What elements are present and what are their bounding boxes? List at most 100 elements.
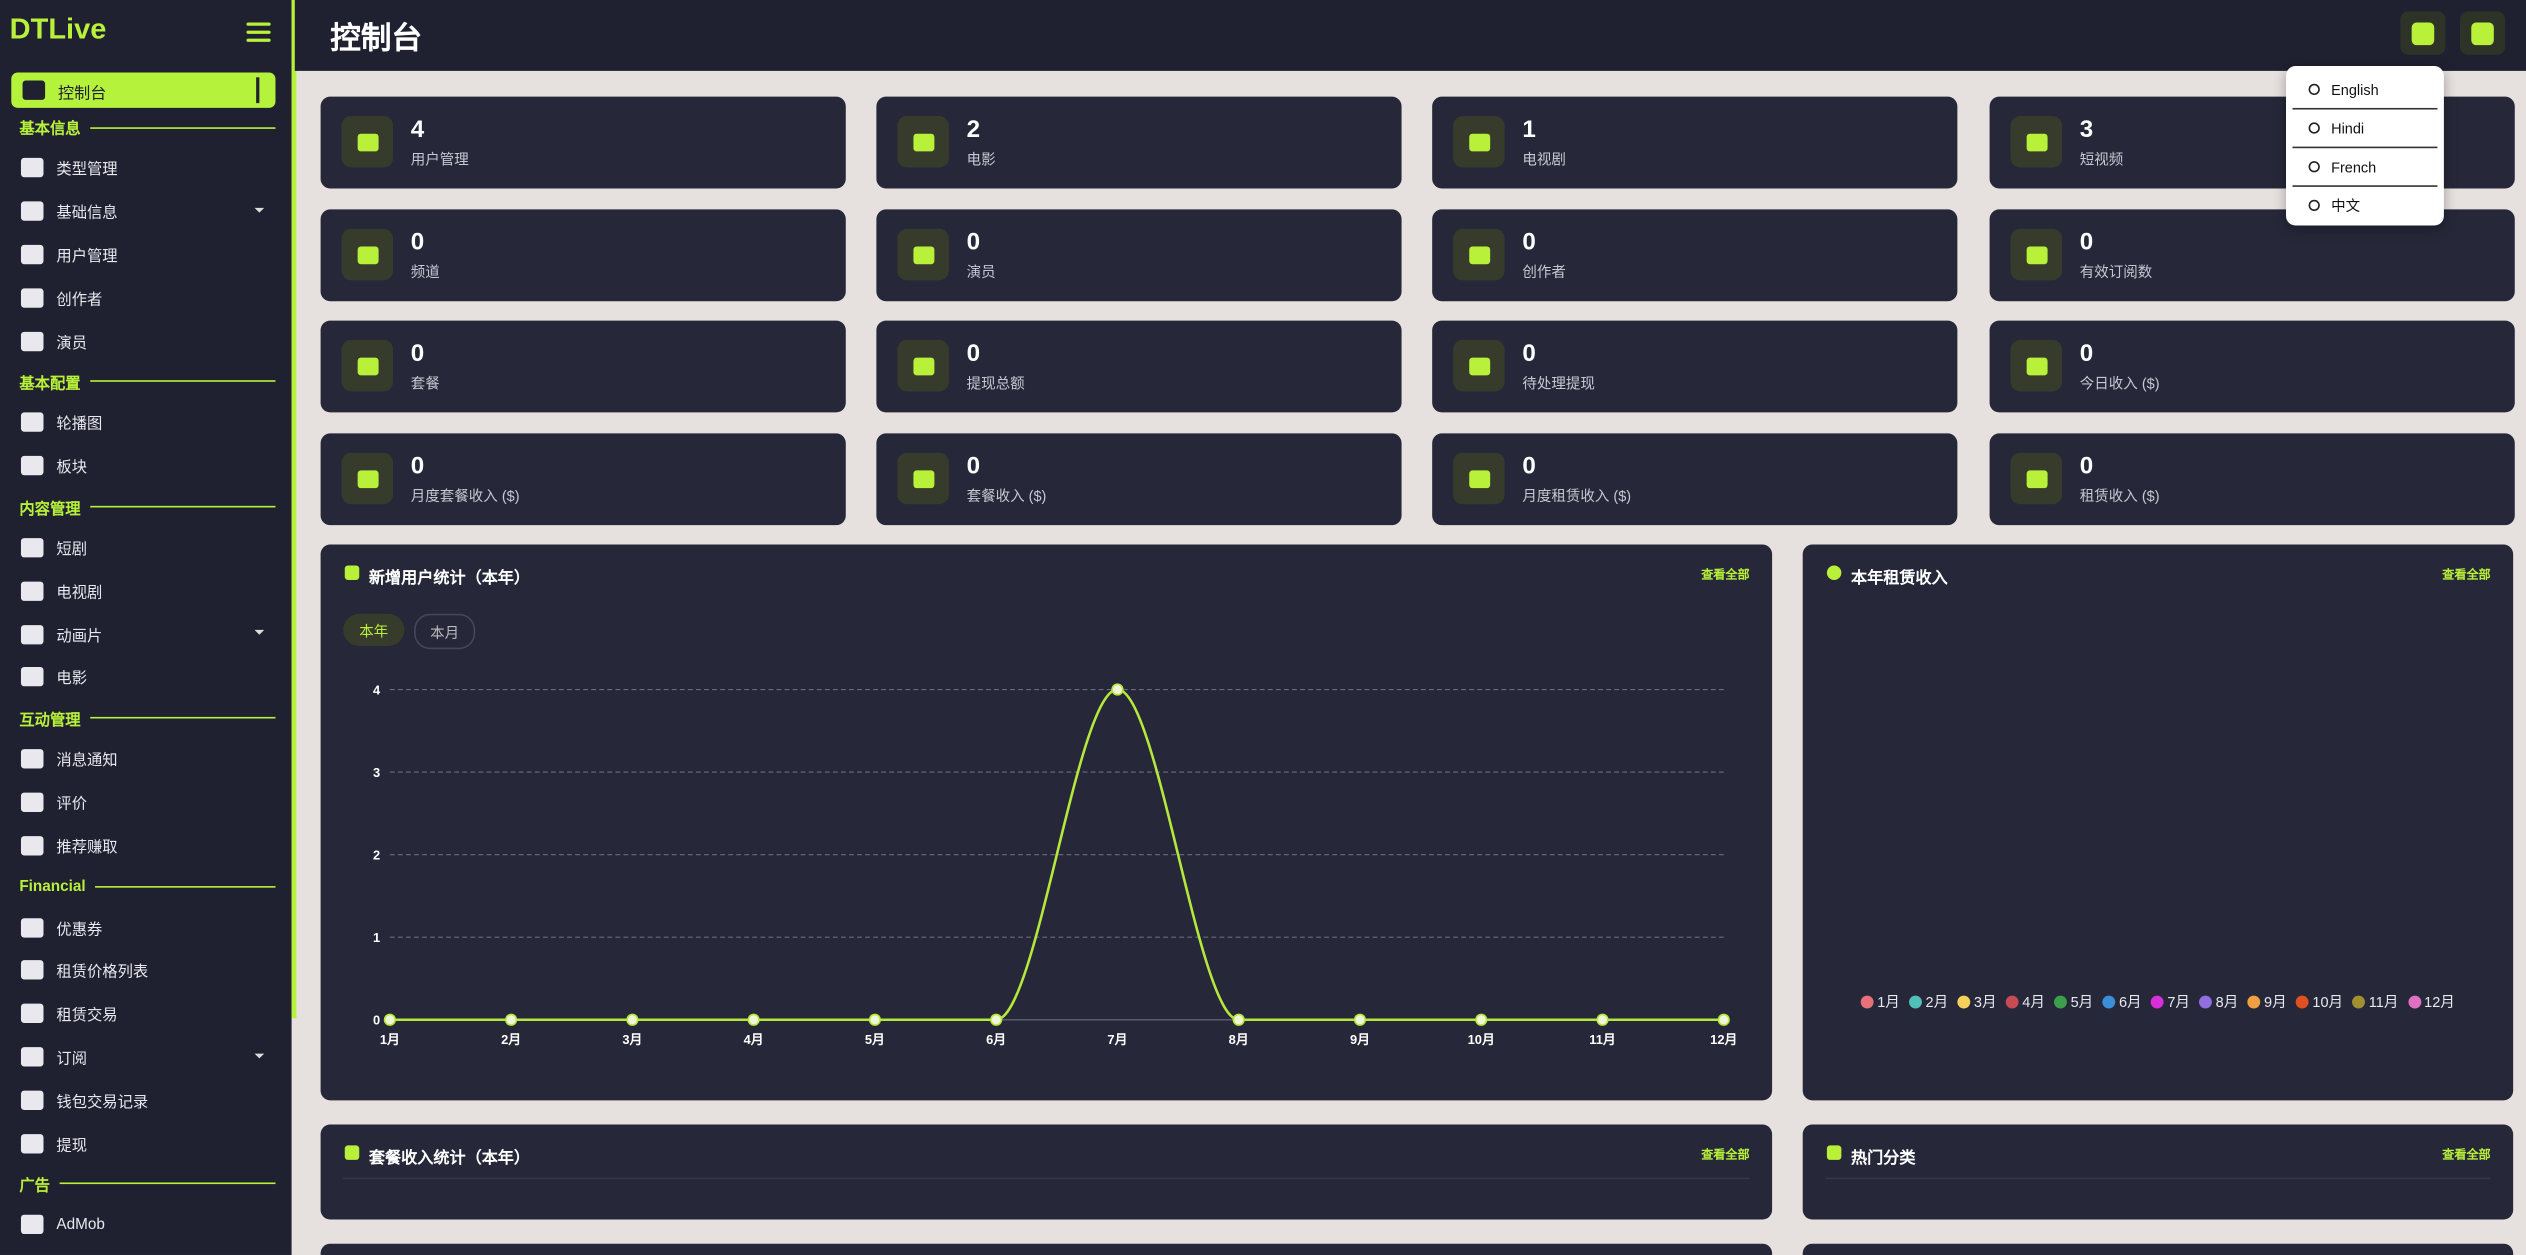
legend-label: 3月: [1973, 993, 1997, 1011]
menu-icon: [20, 201, 44, 222]
section-line: [90, 717, 276, 719]
card-value: 2: [966, 115, 981, 144]
stat-card[interactable]: 0 租赁收入 ($): [1989, 433, 2515, 526]
menu-label: 演员: [56, 334, 88, 353]
menu-item[interactable]: 评价: [0, 781, 292, 824]
menu-item[interactable]: 推荐赚取: [0, 824, 292, 867]
legend-item[interactable]: 10月: [2296, 991, 2343, 1012]
menu-section: 互动管理: [0, 699, 292, 738]
menu-item[interactable]: 电视剧: [0, 569, 292, 612]
menu-item[interactable]: 创作者: [0, 276, 292, 319]
legend-item[interactable]: 12月: [2408, 991, 2455, 1012]
stat-card[interactable]: 0 套餐收入 ($): [876, 433, 1402, 526]
stat-card[interactable]: 0 提现总额: [876, 320, 1402, 413]
data-point: [1232, 1013, 1245, 1026]
stat-card[interactable]: 1 电视剧: [1432, 96, 1958, 189]
card-icon: [2010, 228, 2063, 281]
menu-item[interactable]: 动画片: [0, 612, 292, 655]
menu-item[interactable]: 板块: [0, 444, 292, 487]
stat-card[interactable]: 0 频道: [320, 209, 846, 302]
menu-icon: [20, 749, 44, 769]
stat-card[interactable]: 0 月度租赁收入 ($): [1432, 433, 1958, 526]
menu-item[interactable]: 租赁价格列表: [0, 949, 292, 992]
legend-item[interactable]: 7月: [2151, 991, 2190, 1012]
stat-card[interactable]: 0 套餐: [320, 320, 846, 413]
legend-item[interactable]: 4月: [2006, 991, 2045, 1012]
view-all[interactable]: 查看全部: [2442, 1147, 2491, 1162]
legend-item[interactable]: 6月: [2102, 991, 2142, 1012]
card-value: 3: [2079, 115, 2094, 144]
menu-item[interactable]: 消息通知: [0, 737, 292, 780]
language-option[interactable]: English: [2292, 71, 2438, 110]
legend-item[interactable]: 5月: [2054, 991, 2093, 1012]
menu-item[interactable]: AdMob: [0, 1203, 292, 1246]
tab[interactable]: 本月: [414, 613, 476, 650]
card-label: 用户管理: [410, 151, 469, 168]
language-label: Hindi: [2331, 120, 2365, 137]
menu-item[interactable]: 基础信息: [0, 190, 292, 233]
menu-toggle[interactable]: [246, 22, 271, 42]
view-all[interactable]: 查看全部: [1701, 1147, 1750, 1162]
menu-label: 创作者: [56, 291, 103, 309]
stat-card[interactable]: 0 演员: [876, 209, 1402, 302]
menu-item[interactable]: 订阅: [0, 1035, 292, 1078]
chart-panel: 新增用户统计（本年） 查看全部 本年 本月 0 1 2 3 4 1月 2月 3月 4月 5月 6月 7月 8月 9…: [320, 544, 1773, 1101]
language-option[interactable]: French: [2292, 148, 2438, 187]
menu-item[interactable]: 优惠券: [0, 906, 292, 949]
menu-item[interactable]: 租赁交易: [0, 992, 292, 1035]
icon-glyph: [912, 356, 934, 375]
menu-label: 类型管理: [56, 161, 118, 180]
panel-icon: [1826, 565, 1842, 580]
icon-glyph: [1468, 132, 1490, 151]
stat-card[interactable]: 4 用户管理: [320, 96, 846, 189]
pie-panel: 本年租赁收入 查看全部 1月 2月 3月 4月 5月 6月 7月 8月 9月 10月 11月 12月: [1802, 544, 2514, 1101]
divider: [1825, 1177, 2491, 1180]
menu-item[interactable]: 提现: [0, 1121, 292, 1164]
menu-icon: [20, 413, 44, 433]
tab[interactable]: 本年: [343, 613, 405, 647]
menu-icon: [20, 158, 44, 178]
header: 控制台: [294, 0, 2526, 71]
menu-item[interactable]: 电影: [0, 656, 292, 699]
profile-button[interactable]: [2459, 11, 2506, 55]
view-all[interactable]: 查看全部: [1701, 567, 1750, 582]
menu-item[interactable]: 演员: [0, 319, 292, 362]
x-tick-label: 2月: [501, 1032, 521, 1047]
data-point: [1596, 1013, 1609, 1026]
y-tick-label: 4: [373, 682, 381, 697]
stat-card[interactable]: 0 月度套餐收入 ($): [320, 433, 846, 526]
icon-glyph: [2025, 469, 2047, 488]
menu-icon: [20, 456, 44, 476]
stat-card[interactable]: 2 电影: [876, 96, 1402, 189]
stat-card[interactable]: 0 创作者: [1432, 209, 1958, 302]
legend-item[interactable]: 9月: [2247, 991, 2287, 1012]
icon-glyph: [2025, 245, 2047, 264]
language-option[interactable]: 中文: [2292, 187, 2437, 224]
radio: [2308, 161, 2320, 173]
legend-item[interactable]: 2月: [1909, 991, 1948, 1012]
legend-item[interactable]: 8月: [2199, 991, 2238, 1012]
menu-item[interactable]: 钱包交易记录: [0, 1078, 292, 1121]
language-button[interactable]: [2400, 11, 2446, 55]
panel: [1802, 1243, 2514, 1255]
menu-item-active[interactable]: 控制台: [11, 72, 276, 108]
menu-item[interactable]: 用户管理: [0, 233, 292, 276]
x-tick-label: 3月: [622, 1032, 642, 1047]
data-point: [626, 1013, 639, 1026]
stat-card[interactable]: 0 今日收入 ($): [1989, 320, 2515, 413]
legend-swatch: [2151, 994, 2165, 1008]
view-all[interactable]: 查看全部: [2442, 567, 2491, 582]
card-icon: [1453, 339, 1505, 392]
menu-item[interactable]: 轮播图: [0, 401, 292, 444]
legend-item[interactable]: 11月: [2352, 991, 2398, 1012]
legend-item[interactable]: 3月: [1957, 991, 1997, 1012]
language-option[interactable]: Hindi: [2292, 110, 2438, 149]
section-line: [90, 126, 276, 129]
menu-item[interactable]: 类型管理: [0, 147, 292, 190]
legend-item[interactable]: 1月: [1861, 991, 1900, 1012]
stat-card[interactable]: 0 待处理提现: [1432, 320, 1958, 413]
menu-icon: [20, 1133, 44, 1153]
logo: DTLive: [9, 12, 107, 46]
y-tick-label: 0: [373, 1013, 380, 1028]
menu-item[interactable]: 短剧: [0, 526, 292, 569]
